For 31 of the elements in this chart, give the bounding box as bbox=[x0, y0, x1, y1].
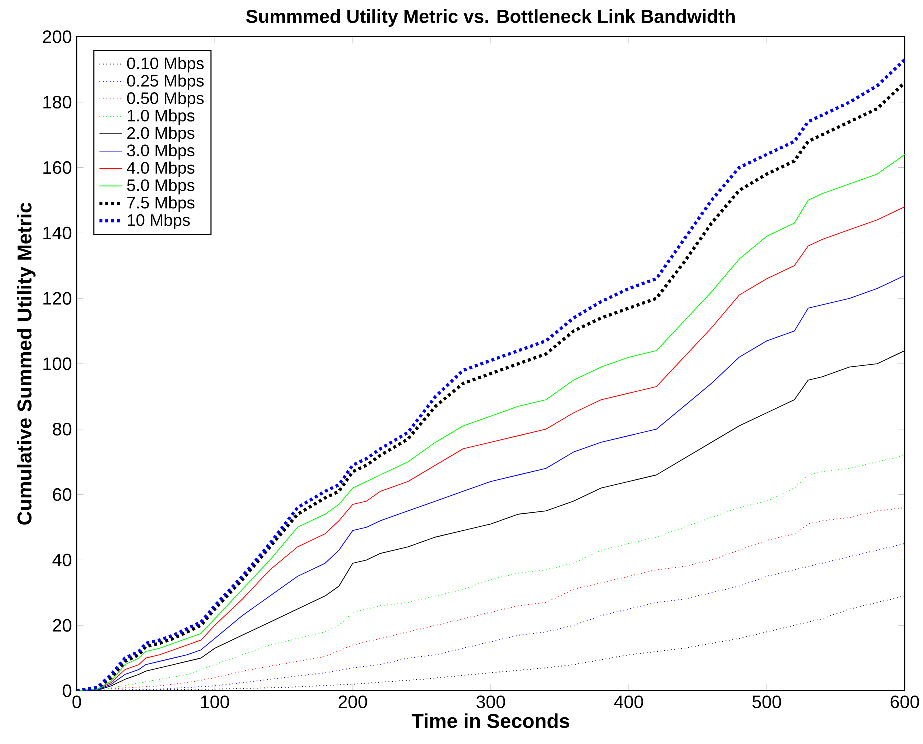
y-tick-label: 80 bbox=[53, 423, 72, 436]
legend-label: 7.5 Mbps bbox=[128, 196, 195, 212]
y-axis-title: Cumulative Summed Utility Metric bbox=[17, 202, 36, 525]
x-tick-label: 200 bbox=[338, 696, 368, 708]
x-tick-label: 500 bbox=[752, 696, 782, 708]
y-tick-label: 200 bbox=[43, 30, 72, 44]
y-tick-label: 60 bbox=[53, 488, 72, 502]
legend-label: 4.0 Mbps bbox=[127, 162, 195, 178]
y-tick-label: 120 bbox=[44, 292, 72, 305]
legend-label: 3.0 Mbps bbox=[127, 144, 195, 160]
x-tick-label: 0 bbox=[72, 696, 82, 708]
y-tick-label: 100 bbox=[44, 358, 72, 370]
x-tick-label: 100 bbox=[201, 696, 230, 708]
y-tick-label: 20 bbox=[53, 619, 72, 632]
x-tick-label: 300 bbox=[476, 696, 506, 708]
y-tick-label: 0 bbox=[62, 684, 72, 698]
x-axis-title: Time in Seconds bbox=[412, 714, 570, 728]
y-tick-label: 40 bbox=[52, 554, 72, 567]
legend-label: 0.10 Mbps bbox=[127, 57, 204, 73]
legend-label: 10 Mbps bbox=[128, 214, 190, 230]
x-tick-label: 400 bbox=[614, 696, 644, 708]
y-tick-label: 140 bbox=[44, 226, 72, 240]
y-tick-label: 160 bbox=[44, 161, 72, 174]
legend-label: 5.0 Mbps bbox=[127, 179, 195, 195]
x-tick-label: 600 bbox=[890, 696, 920, 708]
chart-title: Summmed Utility Metric vs. Bottleneck Link Bandwidth bbox=[246, 10, 735, 27]
legend-label: 0.25 Mbps bbox=[127, 74, 204, 90]
legend-label: 2.0 Mbps bbox=[128, 126, 195, 142]
legend-label: 0.50 Mbps bbox=[127, 92, 204, 108]
legend-label: 1.0 Mbps bbox=[128, 110, 195, 126]
y-tick-label: 180 bbox=[44, 96, 72, 109]
